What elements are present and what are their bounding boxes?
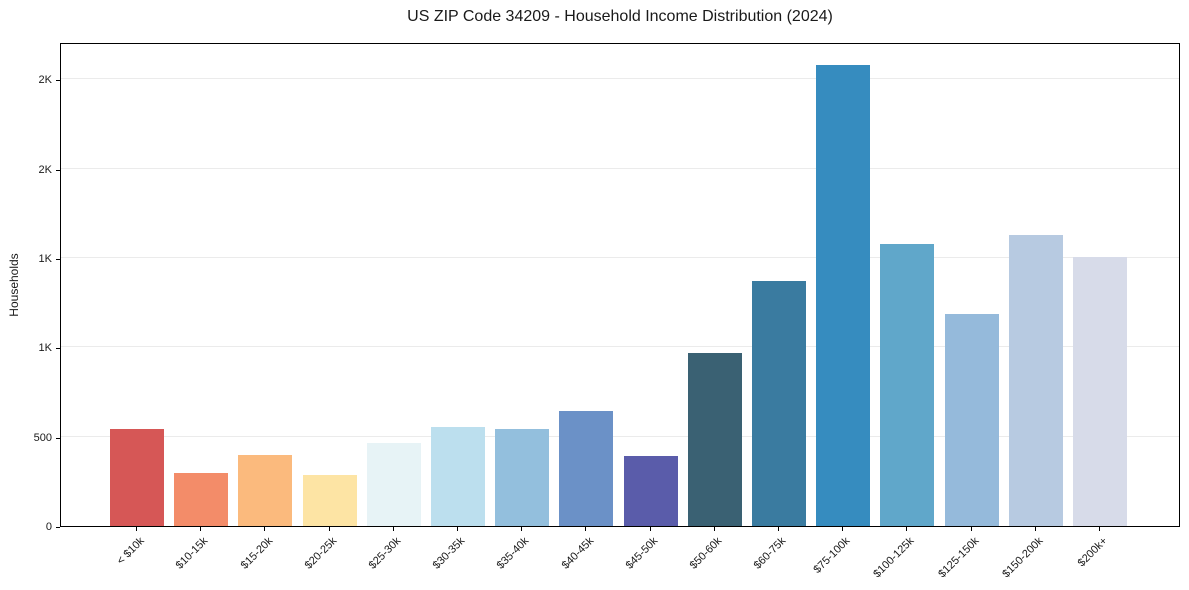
x-tick-label: $10-15k: [174, 535, 211, 572]
y-tick-label: 500: [33, 431, 52, 444]
x-tick-mark: [649, 527, 651, 531]
bar-< $10k: [110, 428, 164, 526]
x-tick-mark: [200, 527, 202, 531]
bar-$200k+: [1073, 257, 1127, 526]
x-tick-mark: [906, 527, 908, 531]
x-tick-label: < $10k: [114, 535, 147, 568]
x-tick-label: $60-75k: [751, 535, 789, 572]
y-tick-label: 1K: [38, 253, 52, 265]
x-tick-mark: [713, 527, 715, 531]
y-tick-mark: [56, 437, 60, 439]
bar-$125-150k: [944, 314, 999, 526]
x-tick-mark: [264, 527, 266, 531]
x-tick-mark: [328, 527, 330, 531]
x-tick-label: $30-35k: [430, 535, 468, 572]
x-tick-label: $35-40k: [495, 535, 532, 572]
x-tick-label: $200k+: [1075, 535, 1110, 570]
y-tick-label: 2K: [38, 74, 52, 87]
x-tick-mark: [970, 527, 972, 531]
x-tick-label: $150-200k: [1000, 535, 1046, 581]
y-tick-mark: [56, 259, 60, 260]
x-tick-mark: [585, 527, 587, 531]
bar-$60-75k: [752, 281, 806, 526]
chart-title: US ZIP Code 34209 - Household Income Dis…: [407, 8, 833, 25]
y-tick-mark: [56, 527, 60, 528]
gridline: [61, 78, 1179, 80]
x-tick-label: $25-30k: [366, 535, 404, 572]
y-tick-mark: [56, 169, 60, 171]
x-tick-mark: [457, 527, 458, 531]
gridline: [61, 435, 1179, 437]
y-tick-label: 2K: [38, 163, 52, 176]
y-tick-mark: [56, 80, 60, 82]
x-tick-mark: [521, 527, 523, 531]
bar-$45-50k: [623, 456, 678, 526]
bar-$30-35k: [431, 426, 485, 526]
bar-$50-60k: [687, 352, 742, 526]
x-tick-mark: [136, 527, 137, 531]
bar-$25-30k: [366, 442, 421, 526]
gridline: [61, 257, 1179, 259]
y-tick-label: 1K: [38, 342, 52, 355]
x-tick-label: $40-45k: [559, 535, 596, 572]
bar-$75-100k: [816, 65, 871, 526]
y-tick-mark: [56, 348, 60, 350]
bar-$10-15k: [174, 473, 229, 526]
x-tick-label: $75-100k: [811, 535, 853, 576]
x-tick-label: $45-50k: [623, 535, 661, 572]
x-tick-mark: [778, 527, 779, 531]
bar-$40-45k: [559, 410, 614, 526]
x-tick-label: $20-25k: [302, 535, 340, 572]
bar-$15-20k: [238, 454, 293, 526]
gridline: [61, 346, 1179, 348]
bar-$100-125k: [880, 243, 935, 526]
plot-area: [60, 43, 1180, 527]
bar-$35-40k: [495, 428, 550, 526]
y-tick-label: 0: [45, 521, 52, 533]
bar-$20-25k: [302, 475, 357, 526]
x-tick-mark: [1034, 527, 1036, 531]
x-tick-label: $15-20k: [238, 535, 275, 572]
x-tick-label: $50-60k: [687, 535, 725, 572]
bar-$150-200k: [1008, 234, 1063, 526]
x-tick-mark: [842, 527, 844, 531]
x-tick-label: $100-125k: [871, 535, 917, 581]
x-tick-mark: [392, 527, 394, 531]
x-tick-label: $125-150k: [935, 535, 982, 581]
gridline: [61, 167, 1179, 169]
x-tick-mark: [1099, 527, 1100, 531]
